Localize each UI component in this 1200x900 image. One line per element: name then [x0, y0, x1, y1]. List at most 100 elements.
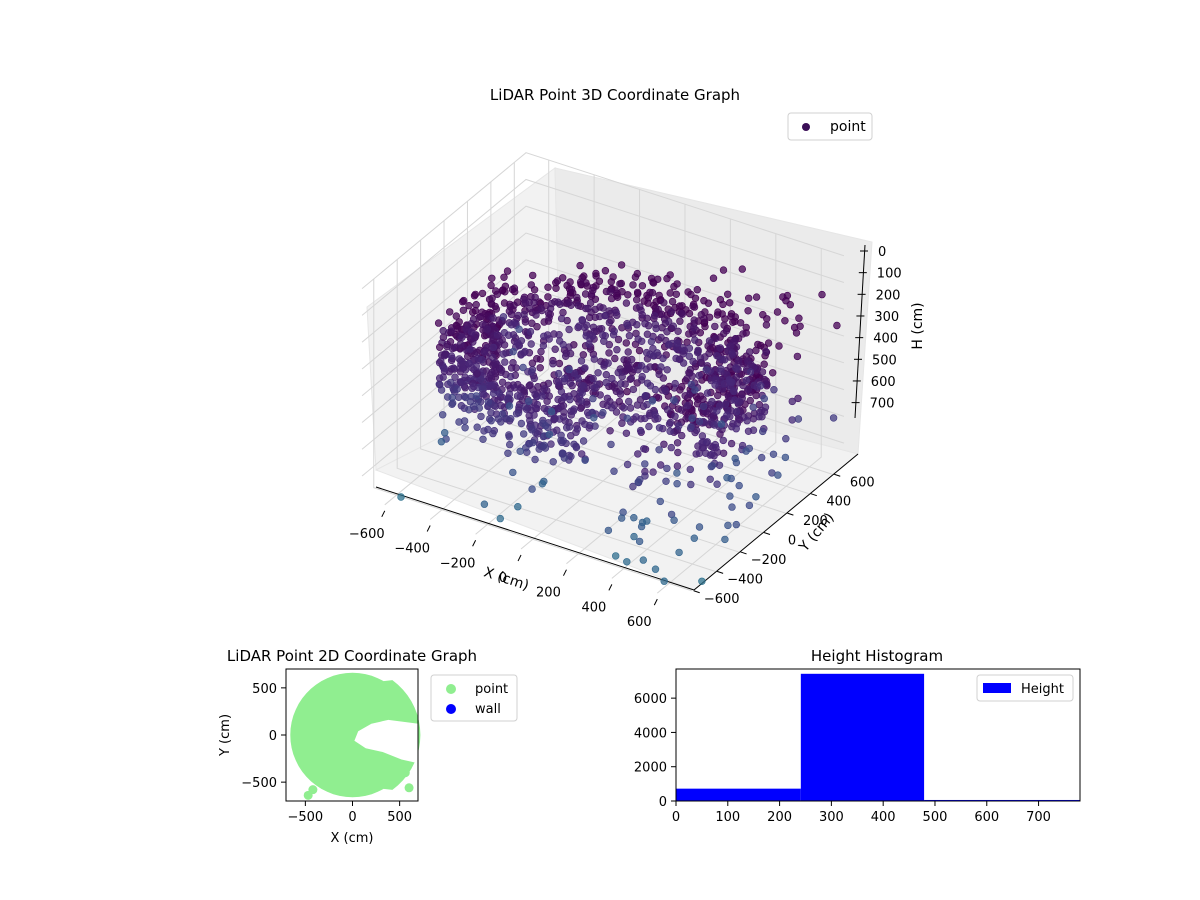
point-2d-outlier	[404, 783, 414, 793]
point-3d	[465, 302, 473, 310]
point-3d	[769, 450, 778, 458]
point-3d	[759, 311, 767, 319]
point-3d	[677, 406, 686, 414]
point-3d	[505, 390, 514, 398]
point-3d	[487, 281, 495, 290]
point-3d	[565, 365, 573, 374]
point-3d	[538, 392, 546, 400]
point-3d	[499, 350, 507, 358]
point-3d	[549, 458, 557, 466]
y-axis-line	[693, 453, 859, 591]
point-3d	[725, 376, 733, 384]
grid-z-5	[361, 285, 845, 423]
point-3d	[678, 344, 687, 352]
point-3d	[721, 400, 730, 408]
point-3d	[713, 480, 721, 488]
point-area-2d	[290, 672, 421, 798]
point-3d	[829, 414, 838, 422]
point-3d	[725, 299, 734, 307]
point-3d	[726, 342, 735, 350]
hist-x-tick-label-2: 200	[767, 810, 792, 825]
point-3d	[537, 304, 545, 312]
point-3d	[752, 346, 760, 355]
point-3d	[455, 393, 463, 401]
point-3d	[589, 323, 598, 331]
x-axis-label-2d: X (cm)	[331, 831, 374, 846]
point-3d	[597, 325, 606, 333]
point-3d	[611, 354, 619, 363]
point-3d	[653, 349, 661, 357]
z-tick-label-5: 500	[872, 353, 897, 368]
point-3d	[655, 424, 664, 432]
point-3d	[555, 337, 564, 345]
point-3d	[792, 329, 801, 337]
point-3d	[723, 290, 732, 298]
point-3d	[649, 468, 657, 476]
point-3d	[436, 381, 444, 389]
point-3d	[532, 311, 540, 319]
point-3d	[539, 341, 548, 350]
grid-x-5	[611, 233, 777, 579]
point-3d	[660, 299, 668, 307]
point-3d	[671, 379, 679, 388]
point-3d	[626, 404, 635, 412]
point-3d	[581, 420, 589, 428]
point-3d	[449, 364, 458, 372]
histogram-ticks: 0 100 200 300 400 500 600 700 0 2000 4000 6000	[634, 692, 1051, 825]
point-3d	[517, 419, 526, 428]
point-3d	[472, 392, 481, 400]
point-3d	[623, 558, 631, 566]
point-3d	[669, 322, 677, 330]
point-3d	[605, 341, 613, 349]
point-3d	[498, 378, 507, 386]
point-3d	[699, 395, 707, 403]
point-3d	[670, 396, 678, 404]
point-3d	[593, 380, 601, 388]
point-3d	[633, 321, 641, 329]
point-3d	[496, 514, 504, 523]
x-tick-label-0: −600	[349, 527, 385, 542]
point-3d	[747, 360, 755, 369]
point-3d	[618, 419, 626, 427]
point-3d	[518, 396, 527, 405]
point-3d	[616, 390, 625, 398]
x-tick-mark-4	[563, 569, 567, 576]
chart-histogram: Height Histogram 0 100 200 300 400 500 600 7000…	[634, 647, 1081, 825]
point-3d	[565, 325, 573, 334]
point-3d	[775, 342, 783, 350]
histogram-title: Height Histogram	[811, 647, 943, 665]
point-3d	[505, 433, 513, 441]
hist-y-tick-label-2: 4000	[634, 726, 667, 741]
point-3d	[646, 350, 654, 358]
point-3d	[451, 373, 459, 381]
point-3d	[727, 349, 736, 357]
point-3d	[512, 410, 521, 418]
point-3d	[521, 299, 530, 307]
point-3d	[708, 450, 716, 459]
point-3d	[762, 348, 770, 356]
point-3d	[623, 321, 632, 330]
point-3d	[478, 289, 487, 298]
point-3d	[606, 287, 614, 296]
point-3d	[722, 327, 731, 335]
point-3d	[599, 331, 607, 339]
point-3d	[554, 404, 563, 412]
point-3d	[533, 323, 541, 331]
point-3d	[616, 280, 624, 288]
point-3d	[665, 420, 674, 428]
point-3d	[793, 352, 802, 361]
point-3d	[649, 279, 658, 287]
point-3d	[608, 404, 616, 412]
point-3d	[698, 577, 706, 585]
point-3d	[738, 265, 746, 273]
chart-3d: LiDAR Point 3D Coordinate Graph −600 −400…	[349, 86, 926, 630]
point-3d	[660, 577, 668, 585]
point-3d	[688, 414, 696, 422]
point-3d	[640, 445, 648, 453]
z-tick-label-6: 600	[871, 375, 896, 390]
point-3d	[501, 282, 510, 290]
point-3d	[483, 325, 492, 333]
point-3d	[545, 392, 553, 400]
point-3d	[713, 391, 722, 400]
